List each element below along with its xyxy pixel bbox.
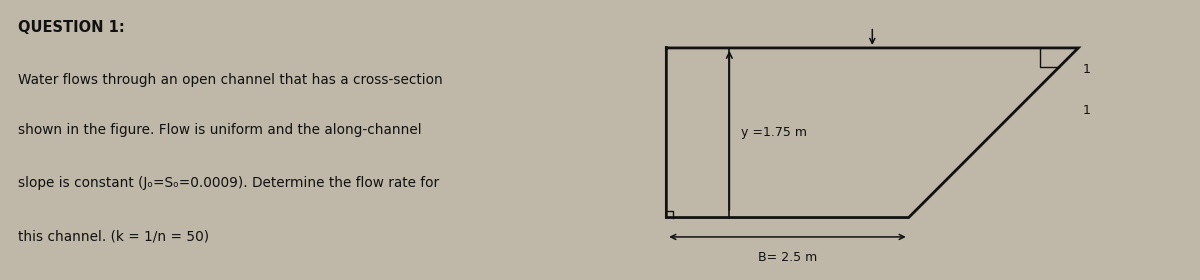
Text: QUESTION 1:: QUESTION 1: — [18, 20, 125, 35]
Text: B= 2.5 m: B= 2.5 m — [758, 251, 817, 265]
Text: y =1.75 m: y =1.75 m — [740, 126, 806, 139]
Text: this channel. (k = 1/n = 50): this channel. (k = 1/n = 50) — [18, 230, 209, 244]
Text: 1: 1 — [1084, 63, 1091, 76]
Text: Water flows through an open channel that has a cross-section: Water flows through an open channel that… — [18, 73, 443, 87]
Text: 1: 1 — [1084, 104, 1091, 117]
Text: shown in the figure. Flow is uniform and the along-channel: shown in the figure. Flow is uniform and… — [18, 123, 421, 137]
Text: slope is constant (Jₒ=Sₒ=0.0009). Determine the flow rate for: slope is constant (Jₒ=Sₒ=0.0009). Determ… — [18, 176, 439, 190]
